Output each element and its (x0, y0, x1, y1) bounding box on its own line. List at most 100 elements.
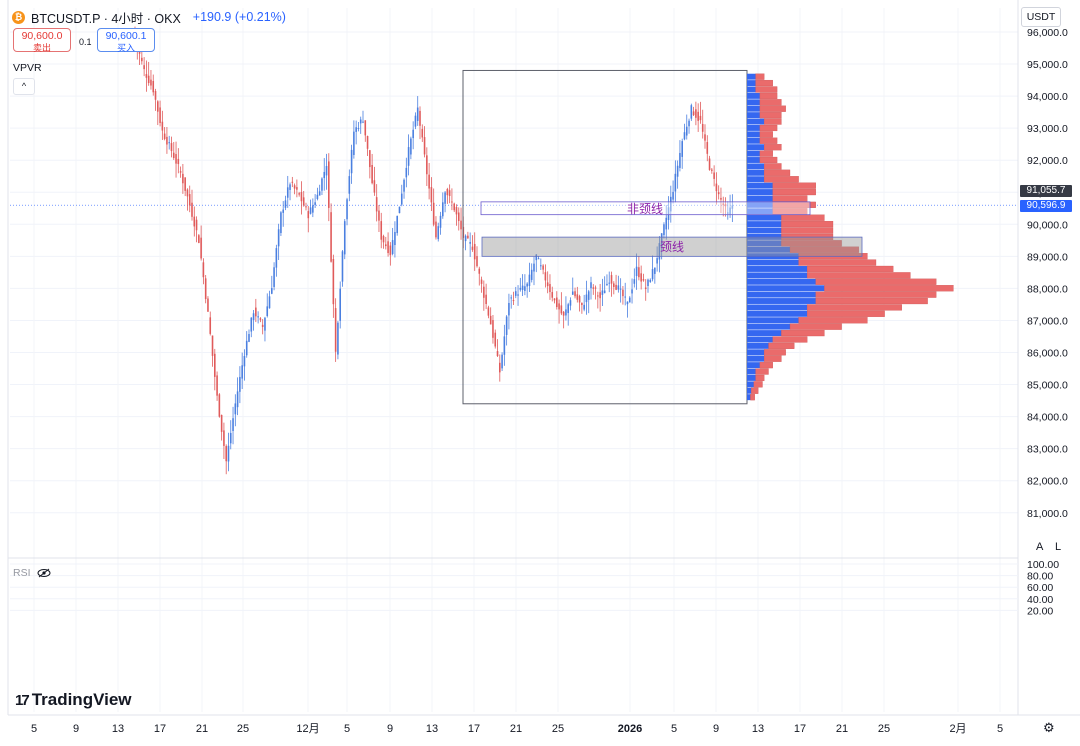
volume-profile-down-bar (759, 131, 773, 138)
candle-body (473, 243, 476, 260)
candle-body (654, 267, 656, 274)
candle-body (216, 375, 218, 396)
candle-body (394, 231, 396, 246)
candle-body (711, 169, 713, 171)
volume-profile-down-bar (772, 188, 816, 196)
volume-profile-up-bar (747, 272, 808, 279)
volume-profile-up-bar (747, 80, 756, 87)
candle-body (300, 192, 303, 202)
candle-body (510, 297, 512, 299)
candle-body (316, 194, 319, 199)
candle-body (357, 128, 360, 130)
volume-profile-up-bar (747, 381, 754, 388)
candle-body (166, 136, 168, 145)
x-tick-label: 25 (237, 723, 249, 735)
x-tick-label: 5 (671, 723, 677, 735)
candle-body (501, 354, 503, 369)
eye-hidden-icon[interactable] (37, 568, 51, 578)
candle-body (382, 236, 385, 243)
candle-body (337, 322, 339, 355)
candle-body (724, 204, 727, 207)
candle-body (268, 296, 271, 309)
candle-body (574, 291, 576, 297)
candle-body (562, 311, 565, 316)
candle-body (528, 274, 531, 286)
currency-selector[interactable]: USDT (1021, 7, 1061, 27)
rsi-legend[interactable]: RSI (13, 567, 51, 579)
auto-scale-button[interactable]: A (1036, 541, 1044, 553)
candle-body (697, 111, 699, 121)
volume-profile-up-bar (747, 99, 760, 106)
buy-button[interactable]: 90,600.1 买入 (97, 28, 155, 53)
candle-body (567, 304, 569, 314)
candle-body (583, 304, 585, 310)
candle-body (391, 240, 394, 254)
volume-profile-up-bar (747, 201, 773, 208)
candle-body (330, 212, 332, 262)
y-tick-label: 92,000.0 (1027, 155, 1068, 167)
candle-body (526, 283, 528, 287)
volume-profile-up-bar (747, 317, 799, 324)
candle-body (225, 446, 227, 462)
candle-body (626, 301, 629, 305)
candle-body (451, 201, 453, 203)
candle-body (638, 267, 640, 278)
candle-body (439, 215, 442, 228)
volume-profile-up-bar (747, 246, 790, 253)
candle-body (170, 143, 173, 152)
tradingview-wordmark: TradingView (31, 690, 132, 709)
candle-body (729, 207, 731, 215)
volume-profile-up-bar (747, 310, 808, 317)
volume-profile-up-bar (747, 137, 760, 144)
candle-body (389, 245, 392, 256)
volume-profile-up-bar (747, 349, 765, 356)
sell-button[interactable]: 90,600.0 卖出 (13, 28, 71, 53)
candle-body (549, 284, 551, 293)
volume-profile-up-bar (747, 259, 799, 266)
candle-body (594, 287, 597, 289)
candle-body (198, 235, 200, 243)
symbol-title[interactable]: BTCUSDT.P · 4小时 · OKX (31, 11, 181, 26)
volume-profile-up-bar (747, 342, 769, 349)
volume-profile-down-bar (764, 163, 782, 170)
candle-body (328, 161, 330, 208)
candle-body (597, 295, 599, 297)
volume-profile-up-bar (747, 336, 773, 343)
tradingview-logo[interactable]: 17 TradingView (15, 690, 132, 710)
candle-body (633, 279, 636, 284)
candle-body (517, 294, 519, 296)
candle-body (606, 283, 608, 285)
candle-body (556, 297, 558, 308)
candle-body (175, 154, 177, 164)
candle-body (442, 202, 444, 217)
y-tick-label: 87,000.0 (1027, 315, 1068, 327)
x-tick-label: 21 (510, 723, 522, 735)
candle-body (387, 241, 389, 254)
gear-icon[interactable]: ⚙ (1043, 720, 1055, 735)
log-scale-button[interactable]: L (1055, 541, 1062, 553)
candle-body (355, 127, 357, 132)
candle-body (282, 209, 284, 213)
candle-body (220, 414, 223, 432)
candle-body (651, 269, 654, 280)
candle-body (599, 292, 601, 299)
candle-body (323, 171, 326, 179)
candle-body (590, 282, 592, 289)
y-tick-label: 93,000.0 (1027, 123, 1068, 135)
candle-body (334, 308, 337, 352)
rsi-tick-label: 20.00 (1027, 605, 1053, 617)
volume-profile-down-bar (807, 310, 885, 317)
candle-body (182, 173, 184, 184)
indicator-label[interactable]: VPVR (13, 62, 42, 74)
chevron-up-icon[interactable]: ^ (13, 78, 35, 95)
candle-body (298, 193, 300, 195)
candle-body (695, 109, 697, 118)
volume-profile-down-bar (772, 208, 808, 215)
volume-profile-down-bar (781, 214, 825, 221)
candle-body (560, 305, 563, 314)
x-tick-label: 21 (836, 723, 848, 735)
candle-body (400, 193, 403, 205)
candle-body (141, 57, 143, 62)
candle-body (692, 111, 695, 116)
